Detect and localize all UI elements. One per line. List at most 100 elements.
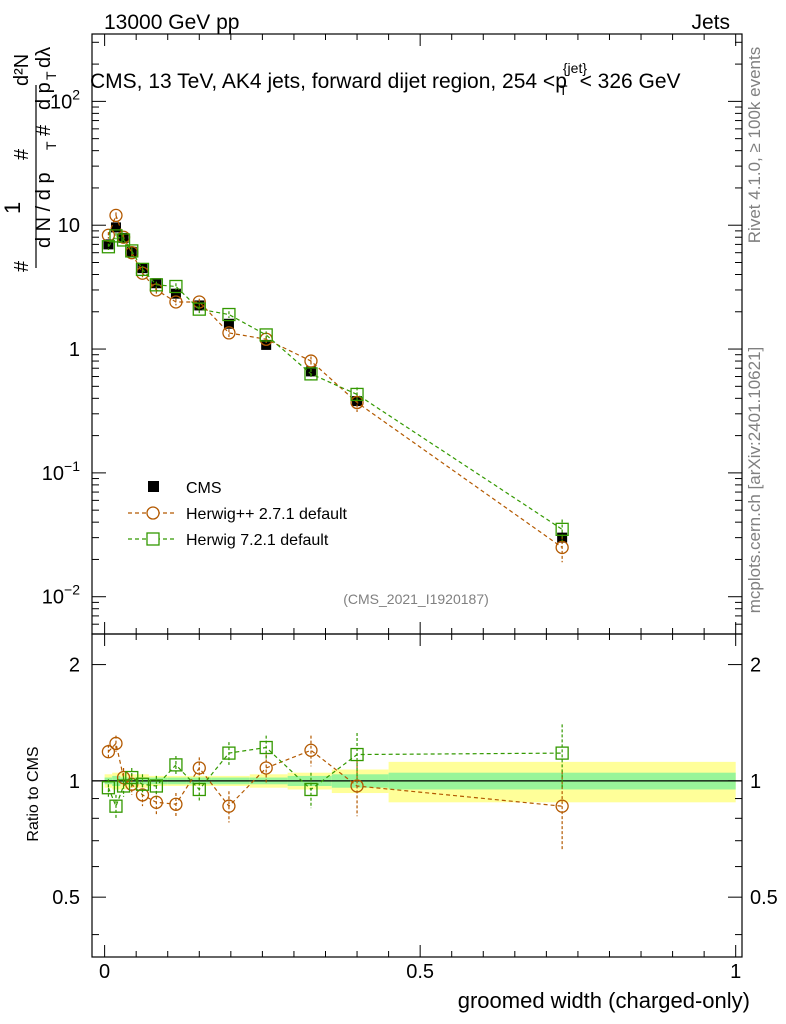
ratio-point-herwig7 bbox=[304, 782, 318, 797]
y-label-dlambda: dλ bbox=[33, 47, 55, 68]
data-point-herwig7 bbox=[109, 229, 123, 243]
ratio-point-herwigpp bbox=[350, 779, 364, 793]
data-point-herwig7 bbox=[101, 240, 116, 254]
y-label-d2n: d²N bbox=[11, 54, 33, 86]
data-point-herwig7 bbox=[149, 278, 164, 292]
data-point-herwigpp bbox=[555, 540, 569, 555]
y-tick-label: 10−1 bbox=[42, 458, 80, 485]
ratio-point-herwig7 bbox=[101, 781, 116, 795]
y-label-hash1: # bbox=[11, 260, 33, 272]
ratio-point-herwigpp bbox=[109, 736, 123, 751]
x-tick-label: 0.5 bbox=[406, 961, 434, 983]
y-tick-label-base: 10 bbox=[58, 215, 80, 237]
y-label-dn: d N / d p bbox=[33, 172, 55, 248]
ratio-y-tick-label-left: 1 bbox=[69, 771, 80, 793]
mcplots-label: mcplots.cern.ch [arXiv:2401.10621] bbox=[745, 347, 764, 613]
data-point-herwigpp bbox=[109, 208, 123, 223]
ratio-plot-frame: 0 0.5 1 0.5 0.5 1 1 2 2 bbox=[52, 633, 778, 983]
legend-label-herwig7: Herwig 7.2.1 default bbox=[186, 532, 329, 549]
ratio-point-herwigpp bbox=[222, 799, 236, 813]
data-point-herwig7 bbox=[169, 279, 183, 294]
header-category: Jets bbox=[691, 11, 730, 34]
legend-label-cms: CMS bbox=[186, 480, 222, 497]
ratio-frame-border bbox=[91, 633, 743, 958]
ratio-point-herwigpp bbox=[259, 761, 273, 775]
y-tick-label-base: 10 bbox=[50, 91, 72, 113]
x-tick-label: 0 bbox=[99, 961, 110, 983]
legend-marker-cms bbox=[148, 481, 159, 492]
data-point-herwig7 bbox=[259, 328, 273, 342]
data-point-herwigpp bbox=[169, 295, 183, 309]
ratio-point-herwig7 bbox=[109, 799, 123, 813]
ratio-y-tick-label-right: 2 bbox=[750, 655, 761, 677]
ratio-point-herwigpp bbox=[192, 761, 206, 775]
header-energy: 13000 GeV pp bbox=[104, 11, 239, 34]
y-label-t1: T bbox=[43, 141, 59, 150]
y-tick-label-exp: 2 bbox=[72, 86, 80, 102]
chart-title-sub: T bbox=[559, 82, 568, 98]
ratio-point-herwig7 bbox=[555, 746, 569, 760]
y-tick-label-exp: −2 bbox=[64, 582, 80, 598]
ratio-plot-data bbox=[101, 724, 569, 851]
legend-marker-herwigpp bbox=[146, 506, 160, 520]
y-tick-label: 10−2 bbox=[42, 582, 80, 609]
ratio-point-herwig7 bbox=[116, 779, 131, 793]
data-point-herwig7 bbox=[350, 387, 364, 402]
y-tick-label-base: 10 bbox=[42, 587, 64, 609]
ratio-point-herwigpp bbox=[169, 797, 183, 811]
analysis-watermark: (CMS_2021_I1920187) bbox=[343, 591, 489, 607]
rivet-version-label: Rivet 4.1.0, ≥ 100k events bbox=[745, 47, 764, 243]
y-tick-label: 1 bbox=[69, 339, 80, 361]
y-axis-label: # 1 d N / d p T # d²N # d p T dλ bbox=[0, 47, 59, 272]
data-point-herwig7 bbox=[135, 262, 150, 277]
data-point-herwigpp bbox=[304, 354, 318, 368]
ratio-y-tick-label-right: 1 bbox=[750, 771, 761, 793]
ratio-point-herwig7 bbox=[125, 770, 139, 785]
chart-title: CMS, 13 TeV, AK4 jets, forward dijet reg… bbox=[90, 60, 681, 98]
data-point-herwig7 bbox=[304, 367, 318, 381]
legend: CMS Herwig++ 2.7.1 default Herwig 7.2.1 … bbox=[128, 480, 348, 549]
ratio-y-axis-label: Ratio to CMS bbox=[25, 746, 42, 841]
x-tick-label: 1 bbox=[730, 961, 741, 983]
main-plot-data bbox=[101, 208, 569, 563]
ratio-point-herwigpp bbox=[101, 745, 116, 759]
legend-label-herwigpp: Herwig++ 2.7.1 default bbox=[186, 506, 348, 523]
data-point-cms bbox=[110, 222, 121, 233]
data-point-herwig7 bbox=[555, 522, 569, 536]
y-label-dpt: d p bbox=[33, 82, 55, 110]
y-tick-label: 102 bbox=[50, 86, 80, 113]
data-point-cms bbox=[170, 288, 181, 299]
ratio-y-tick-label-left: 2 bbox=[69, 655, 80, 677]
ratio-point-herwigpp bbox=[555, 799, 569, 813]
data-point-herwig7 bbox=[222, 307, 236, 322]
data-point-herwig7 bbox=[192, 302, 206, 316]
ratio-y-tick-label-right: 0.5 bbox=[750, 887, 778, 909]
y-tick-label: 10 bbox=[58, 215, 80, 237]
ratio-point-herwig7 bbox=[222, 746, 236, 760]
data-point-herwig7 bbox=[116, 233, 131, 247]
y-label-hash2: # bbox=[11, 148, 33, 160]
data-point-herwigpp bbox=[222, 326, 236, 340]
x-axis-label: groomed width (charged-only) bbox=[458, 988, 750, 1013]
ratio-point-herwig7 bbox=[350, 747, 364, 762]
ratio-y-tick-label-left: 0.5 bbox=[52, 887, 80, 909]
data-point-herwigpp bbox=[350, 395, 364, 410]
chart-title-end: < 326 GeV bbox=[580, 70, 681, 93]
ratio-point-herwig7 bbox=[169, 758, 183, 772]
ratio-point-herwigpp bbox=[135, 788, 150, 802]
y-label-hash3: # bbox=[33, 124, 55, 136]
chart-title-main: CMS, 13 TeV, AK4 jets, forward dijet reg… bbox=[90, 70, 567, 93]
ratio-point-herwig7 bbox=[259, 740, 273, 755]
data-point-herwig7 bbox=[125, 244, 139, 258]
chart-title-sup: {jet} bbox=[563, 60, 587, 76]
y-tick-label-base: 10 bbox=[42, 463, 64, 485]
y-label-one: 1 bbox=[0, 202, 25, 214]
series-line-herwigpp bbox=[107, 213, 563, 548]
data-point-cms bbox=[223, 318, 234, 329]
y-tick-label-exp: −1 bbox=[64, 458, 80, 474]
legend-marker-herwig7 bbox=[146, 532, 160, 546]
ratio-point-herwig7 bbox=[149, 779, 164, 793]
ratio-point-herwig7 bbox=[135, 777, 150, 791]
